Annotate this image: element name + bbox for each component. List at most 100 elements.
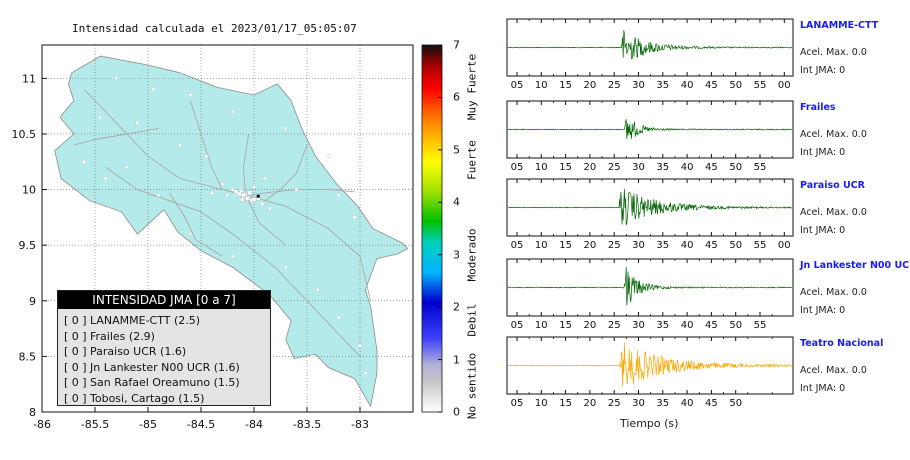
waveform-tick-label: 55 [754,240,767,251]
waveform-tick-label: 25 [608,398,621,409]
road-line [73,127,159,146]
station-marker [237,191,242,197]
waveform-tick-label: 05 [511,80,524,91]
map-title: Intensidad calculada el 2023/01/17_05:05… [72,22,357,35]
station-max-accel: Acel. Max. 0.0 [800,129,867,140]
colorbar-gradient [421,44,443,413]
waveform-tick-label: 50 [729,240,742,251]
waveform-tick-label: 05 [511,320,524,331]
legend-item-box: [ 0 ] [64,376,87,389]
legend-item-box: [ 0 ] [64,360,87,374]
station-marker [315,288,320,292]
colorbar-tick-label: 0 [453,405,460,419]
station-marker [241,192,246,198]
waveform-tick-label: 10 [535,398,548,409]
intensity-legend: INTENSIDAD JMA [0 a 7] [ 0 ] LANAMME-CTT … [57,290,271,406]
station-marker [231,254,235,258]
waveform-tick-label: 55 [754,320,767,331]
epicenter-marker [256,194,260,198]
station-marker [188,93,193,97]
legend-item: [ 0 ] Tobosi, Cartago (1.5) [64,391,270,407]
waveform-tick-label: 25 [608,240,621,251]
station-max-accel: Acel. Max. 0.0 [800,287,867,298]
waveform-tick-label: 40 [681,320,694,331]
waveform-tick-label: 10 [535,80,548,91]
waveform-tick-label: 35 [656,240,669,251]
time-axis-label: Tiempo (s) [620,417,679,430]
legend-item: [ 0 ] Frailes (2.9) [64,329,270,345]
map-y-tick-label: 8 [29,406,36,419]
waveform-tick-label: 40 [681,398,694,409]
station-max-accel: Acel. Max. 0.0 [800,207,867,218]
station-marker [337,315,341,320]
legend-item-label: San Rafael Oreamuno (1.5) [90,376,240,389]
map-x-tick-label: -85.5 [81,418,109,431]
road-line [105,166,361,357]
station-marker [82,160,87,164]
map-frame [41,44,414,413]
station-marker [188,232,193,236]
map-x-tick-label: -83 [351,418,369,431]
station-marker [103,176,108,181]
waveform-tick-label: 30 [632,398,645,409]
station-jma-intensity: Int JMA: 0 [800,383,846,394]
waveform-tick-label: 55 [754,162,767,173]
legend-item: [ 0 ] LANAMME-CTT (2.5) [64,313,270,329]
waveform-tick-label: 15 [559,320,572,331]
waveform-tick-label: 15 [559,398,572,409]
legend-item: [ 0 ] Jn Lankester N00 UCR (1.6) [64,360,270,376]
waveform-tick-label: 10 [535,162,548,173]
station-marker [310,354,314,359]
station-marker [353,215,357,220]
station-name: Paraiso UCR [800,180,865,191]
station-marker [240,197,245,202]
waveform-tick-label: 05 [511,162,524,173]
road-line [168,192,223,257]
waveform-tick-label: 50 [729,398,742,409]
station-name: Jn Lankester N00 UCR [800,260,910,271]
waveform-tick-label: 45 [705,320,718,331]
legend-item-box: [ 0 ] [64,314,87,327]
map-x-tick-label: -84.5 [187,418,215,431]
station-marker [260,202,265,206]
waveform-tick-label: 40 [681,80,694,91]
country-shape [54,55,409,408]
station-marker [233,189,239,194]
waveform-tick-label: 15 [559,80,572,91]
station-marker [98,115,102,119]
station-marker [268,206,272,211]
colorbar-tick-label: 5 [453,143,460,157]
waveform-tick-label: 25 [608,162,621,173]
map-y-tick-label: 11 [22,72,36,85]
waveform-tick-label: 55 [754,80,767,91]
waveform-tick-label: 40 [681,162,694,173]
map-x-tick-label: -84 [245,418,263,431]
colorbar-tick-label: 6 [453,90,460,104]
station-jma-intensity: Int JMA: 0 [800,225,846,236]
waveform-tick-label: 20 [584,320,597,331]
station-marker [363,371,367,375]
waveform-tick-label: 35 [656,80,669,91]
waveform-tick-label: 20 [584,240,597,251]
waveform-tick-label: 05 [511,398,524,409]
station-marker [125,165,129,169]
waveform-tick-label: 50 [729,80,742,91]
waveform-tick-label: 45 [705,162,718,173]
legend-item-label: LANAMME-CTT (2.5) [90,314,201,327]
legend-item-label: Tobosi, Cartago (1.5) [90,391,205,405]
colorbar-tick-label: 3 [453,248,460,262]
map-x-tick-label: -83.5 [293,418,321,431]
station-jma-intensity: Int JMA: 0 [800,147,846,158]
map-y-tick-label: 10 [22,184,36,197]
waveform-tick-label: 25 [608,320,621,331]
station-marker [284,265,288,270]
waveform-tick-label: 40 [681,240,694,251]
station-jma-intensity: Int JMA: 0 [800,65,846,76]
waveform-tick-label: 10 [535,320,548,331]
waveform-tick-label: 20 [584,80,597,91]
map-y-tick-label: 9.5 [19,239,37,252]
station-marker [251,197,257,202]
colorbar-tick-label: 1 [453,353,460,367]
station-marker [204,154,208,158]
